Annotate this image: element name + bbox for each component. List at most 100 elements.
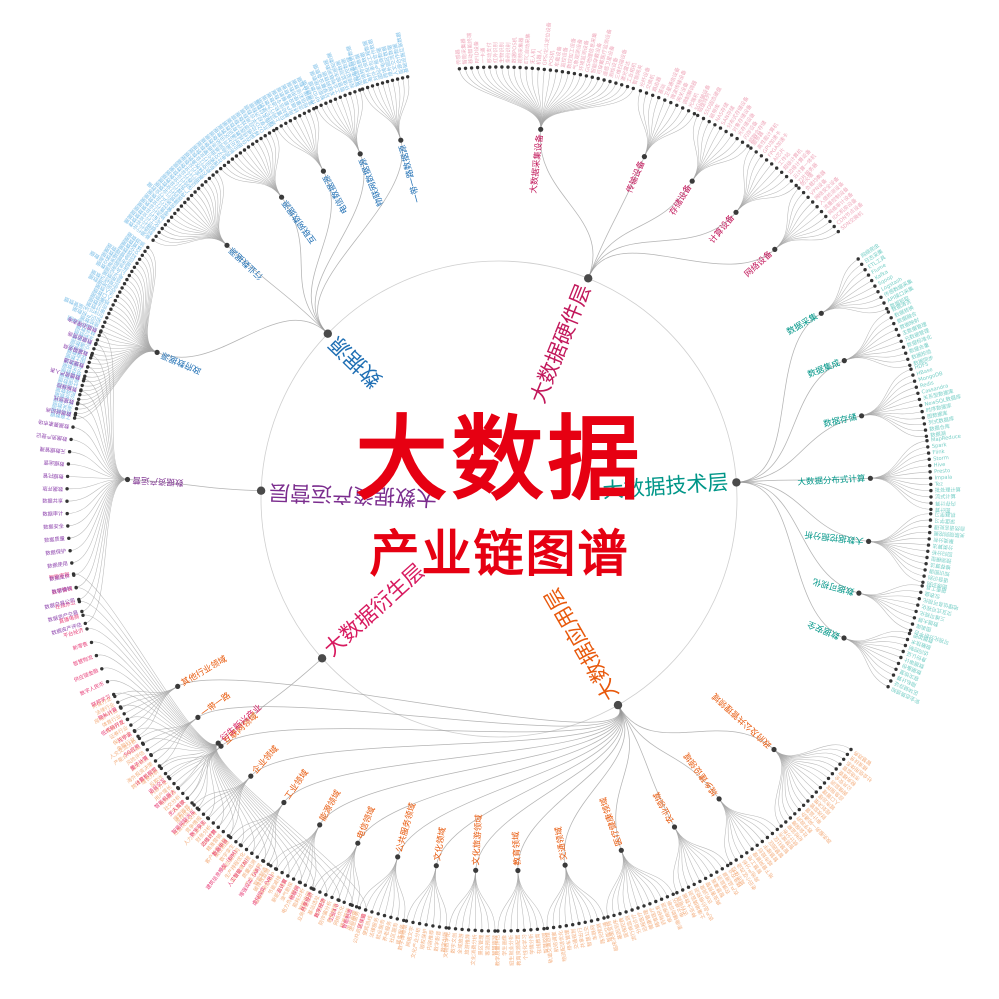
link-node-to-leaf	[735, 185, 797, 213]
leaf-label: 数据审计	[42, 509, 63, 518]
leaf-dot	[801, 190, 806, 195]
leaf-dot	[266, 862, 270, 866]
link-node-to-leaf	[91, 641, 219, 746]
link-root-to-node	[736, 415, 862, 483]
leaf-dot	[845, 752, 850, 757]
leaf-dot	[95, 338, 100, 342]
link-root-to-node	[475, 704, 623, 871]
leaf-dot	[68, 549, 72, 553]
leaf-dot	[201, 812, 206, 816]
leaf-dot	[889, 316, 893, 320]
leaf-dot	[522, 928, 526, 932]
branch-label: 数据资产运营	[132, 474, 184, 488]
leaf-dot	[542, 67, 546, 72]
leaf-dot	[920, 409, 924, 414]
leaf-dot	[636, 906, 640, 910]
branch-label: 传输设备	[624, 159, 648, 195]
leaf-dot	[118, 290, 122, 294]
link-root-to-node	[319, 704, 621, 826]
leaf-dot	[185, 796, 189, 800]
leaf-label: Hive	[934, 462, 946, 469]
leaf-dot	[686, 885, 691, 889]
link-node-to-leaf	[70, 479, 128, 551]
leaf-dot	[903, 643, 908, 648]
branch-label: 电信数据源	[321, 172, 351, 215]
leaf-label: 旅游推荐	[462, 934, 471, 955]
leaf-dot	[734, 858, 738, 862]
link-node-to-leaf	[215, 742, 315, 890]
leaf-dot	[545, 926, 549, 930]
link-node-to-leaf	[637, 90, 648, 157]
leaf-dot	[602, 78, 606, 82]
leaf-dot	[330, 895, 334, 900]
leaf-dot	[105, 316, 109, 320]
leaf-label: 智能采集器	[459, 37, 469, 64]
link-node-to-leaf	[773, 749, 783, 827]
leaf-dot	[255, 855, 259, 859]
leaf-label: 停车管理	[562, 928, 573, 951]
leaf-dot	[892, 321, 896, 326]
link-node-to-leaf	[73, 479, 128, 576]
link-node-to-leaf	[858, 592, 913, 625]
leaf-label: 车联网	[588, 924, 599, 941]
sector-label-application: 大数据应用层	[540, 584, 624, 705]
leaf-label: 数字影音	[432, 930, 443, 952]
leaf-dot	[183, 200, 187, 205]
leaf-dot	[157, 230, 161, 235]
branch-label: 计算设备	[707, 212, 737, 246]
leaf-label: 航班调度	[550, 931, 561, 953]
leaf-dot	[311, 887, 315, 891]
leaf-dot	[838, 762, 842, 766]
leaf-dot	[115, 294, 120, 298]
leaf-dot	[924, 562, 928, 566]
sector-root-dot	[256, 486, 266, 495]
sector-label-derivative: 大数据衍生层	[319, 559, 429, 661]
link-node-to-leaf	[77, 350, 158, 405]
link-node-to-leaf	[181, 205, 228, 246]
leaf-label: 数据仓库	[929, 422, 951, 433]
branch-node-dot	[562, 862, 568, 868]
leaf-label: Storm	[933, 455, 949, 462]
leaf-dot	[836, 229, 840, 234]
branch-node-dot	[473, 867, 479, 873]
leaf-dot	[65, 511, 69, 516]
link-node-to-leaf	[861, 374, 913, 417]
leaf-dot	[644, 91, 649, 95]
leaf-dot	[894, 667, 898, 671]
branch-node-dot	[867, 475, 874, 481]
leaf-dot	[70, 561, 74, 565]
branch-node-dot	[772, 246, 778, 252]
leaf-dot	[166, 219, 171, 223]
link-node-to-leaf	[858, 584, 923, 595]
leaf-dot	[190, 801, 194, 805]
link-node-to-leaf	[215, 742, 302, 883]
leaf-dot	[764, 158, 769, 162]
leaf-dot	[151, 238, 155, 242]
leaf-dot	[911, 373, 915, 377]
link-node-to-leaf	[214, 742, 266, 862]
link-root-to-node	[283, 704, 621, 803]
leaf-dot	[238, 843, 242, 847]
leaf-dot	[914, 385, 918, 389]
link-node-to-leaf	[455, 870, 476, 929]
link-node-to-leaf	[540, 88, 634, 130]
leaf-dot	[343, 93, 347, 98]
leaf-dot	[87, 360, 91, 365]
leaf-label: 轨道交通运维	[543, 932, 554, 964]
leaf-dot	[832, 224, 836, 229]
link-node-to-leaf	[821, 307, 887, 314]
link-node-to-leaf	[497, 870, 519, 932]
leaf-dot	[333, 97, 338, 101]
link-node-to-leaf	[177, 742, 219, 788]
labels-group: 数据源政府数据源工商数据税务数据海关数据统计数据公安数据民政数据人社数据社保数据…	[36, 21, 966, 966]
leaf-dot	[516, 928, 520, 933]
leaf-dot	[530, 66, 534, 71]
link-node-to-leaf	[71, 479, 128, 564]
sector-root-dot	[323, 329, 332, 338]
leaf-dot	[866, 273, 871, 277]
link-node-to-leaf	[517, 870, 545, 929]
leaf-dot	[79, 389, 83, 393]
link-node-to-leaf	[475, 870, 483, 931]
branch-label: 数据存储	[822, 411, 858, 429]
leaf-dot	[746, 144, 750, 148]
